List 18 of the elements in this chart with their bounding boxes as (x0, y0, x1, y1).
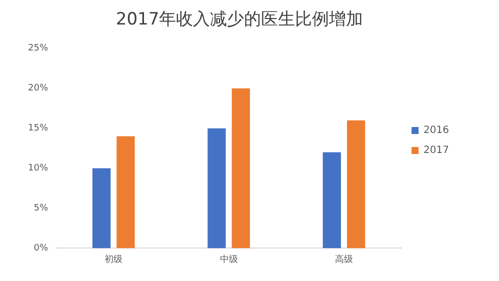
legend-label: 2016 (424, 125, 450, 136)
x-tick-label: 中级 (220, 254, 238, 265)
chart-title: 2017年收入减少的医生比例增加 (116, 10, 364, 30)
bar (346, 120, 366, 248)
y-tick-label: 0% (34, 244, 48, 254)
bar (232, 88, 250, 248)
bar (208, 128, 226, 248)
x-tick-label: 初级 (104, 254, 123, 265)
y-tick-label: 10% (28, 164, 48, 174)
y-tick-label: 15% (28, 124, 48, 134)
x-tick-label: 高级 (334, 254, 353, 265)
bar (92, 168, 111, 248)
bar (322, 152, 341, 248)
y-tick-label: 25% (28, 44, 48, 54)
y-tick-label: 5% (34, 204, 48, 214)
bar (116, 136, 135, 248)
legend-label: 2017 (424, 145, 450, 156)
y-tick-label: 20% (28, 84, 48, 94)
